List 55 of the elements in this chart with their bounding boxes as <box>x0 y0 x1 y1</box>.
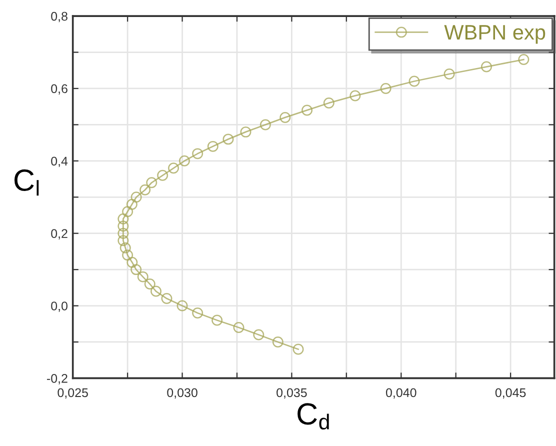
point <box>272 336 284 348</box>
legend-label: WBPN exp <box>444 25 546 44</box>
y-axis-title: C$_{l}$ <box>14 169 39 196</box>
point <box>118 213 129 224</box>
point <box>323 97 334 108</box>
point <box>118 228 129 239</box>
point <box>302 104 313 116</box>
point <box>240 126 252 138</box>
point <box>481 61 492 72</box>
point <box>192 148 204 160</box>
point <box>118 235 129 246</box>
point <box>146 177 158 188</box>
point <box>120 242 131 254</box>
point <box>157 170 168 181</box>
point <box>122 206 134 218</box>
point <box>150 286 162 297</box>
x-tick-label: 0,035 <box>276 388 307 399</box>
point <box>380 83 392 94</box>
y-tick-label: 0,6 <box>51 84 68 95</box>
point <box>140 184 151 196</box>
point <box>260 119 271 130</box>
point <box>350 90 361 102</box>
point <box>130 192 142 203</box>
point <box>233 322 244 333</box>
point <box>253 329 264 340</box>
point <box>192 308 204 319</box>
y-tick-label: 0,4 <box>51 156 68 168</box>
y-tick-label: 0,2 <box>51 229 68 240</box>
point <box>176 300 188 312</box>
x-tick-label: 0,045 <box>495 388 526 399</box>
point <box>408 76 420 87</box>
point <box>444 68 455 80</box>
x-axis-title: C$_{d}$ <box>298 403 329 430</box>
point <box>178 155 190 166</box>
point <box>137 271 148 282</box>
point <box>126 256 138 268</box>
x-tick-label: 0,030 <box>167 388 198 399</box>
x-tick-label: 0,025 <box>58 388 88 399</box>
x-tick-label: 0,040 <box>386 388 416 399</box>
y-tick-label: 0,8 <box>51 12 68 22</box>
point <box>130 264 142 276</box>
point <box>161 293 172 304</box>
point <box>280 112 291 123</box>
y-tick-label: -0,2 <box>46 374 68 384</box>
point <box>292 344 304 355</box>
point <box>168 162 179 174</box>
point <box>144 278 156 290</box>
point <box>518 54 530 65</box>
point <box>222 134 234 145</box>
point <box>118 220 129 232</box>
point <box>126 198 138 210</box>
y-tick-label: 0,0 <box>51 302 68 312</box>
point <box>207 140 218 152</box>
point <box>212 314 223 326</box>
point <box>122 250 134 261</box>
